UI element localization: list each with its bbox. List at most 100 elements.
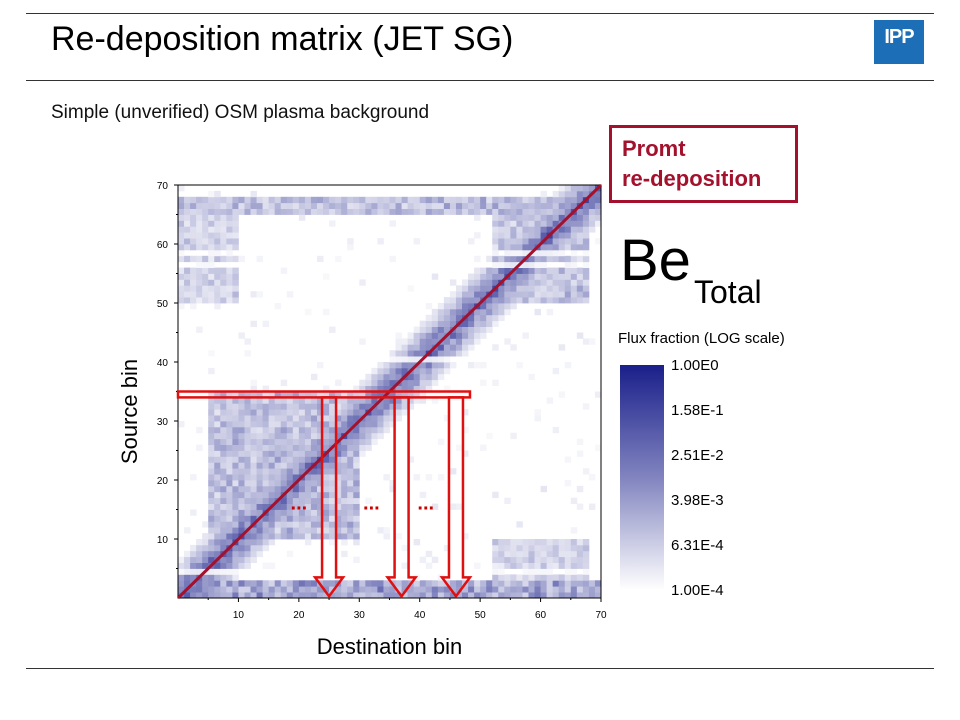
heatmap-cell (298, 438, 306, 445)
heatmap-cell (522, 232, 529, 239)
heatmap-cell (558, 267, 566, 274)
heatmap-cell (504, 261, 511, 268)
heatmap-cell (341, 202, 348, 209)
heatmap-cell (516, 544, 523, 552)
heatmap-cell (449, 308, 457, 316)
heatmap-cell (443, 544, 451, 552)
heatmap-cell (232, 432, 239, 440)
heatmap-cell (202, 226, 209, 233)
heatmap-cell (371, 432, 378, 440)
heatmap-cell (552, 244, 560, 251)
heatmap-cell (401, 196, 409, 204)
heatmap-cell (486, 303, 493, 310)
heatmap-cell (208, 350, 215, 357)
heatmap-cell (226, 550, 233, 558)
heatmap-cell (304, 450, 312, 457)
heatmap-cell (250, 491, 257, 499)
heatmap-cell (184, 202, 191, 209)
heatmap-cell (510, 273, 517, 280)
heatmap-cell (510, 303, 517, 310)
heatmap-cell (540, 279, 548, 286)
heatmap-cell (310, 527, 318, 534)
heatmap-cell (329, 202, 336, 209)
heatmap-cell (280, 462, 288, 469)
heatmap-cell (347, 391, 354, 398)
heatmap-cell (226, 527, 233, 534)
heatmap-cell (196, 444, 203, 451)
heatmap-cell (232, 202, 239, 209)
heatmap-cell (274, 468, 282, 475)
heatmap-cell (214, 456, 221, 463)
heatmap-cell (383, 415, 390, 422)
heatmap-cell (389, 255, 396, 263)
heatmap-cell (274, 485, 282, 493)
heatmap-cell (292, 491, 300, 499)
heatmap-cell (208, 244, 215, 251)
heatmap-cell (238, 497, 245, 504)
heatmap-cell (268, 462, 276, 469)
heatmap-cell (292, 438, 300, 445)
heatmap-cell (576, 291, 584, 298)
heatmap-cell (274, 592, 282, 599)
heatmap-cell (220, 285, 227, 292)
heatmap-cell (268, 491, 276, 499)
heatmap-cell (268, 509, 276, 516)
heatmap-cell (498, 267, 505, 274)
heatmap-cell (274, 456, 282, 463)
heatmap-cell (552, 220, 560, 227)
heatmap-cell (534, 550, 541, 558)
heatmap-cell (202, 297, 209, 304)
heatmap-cell (570, 244, 578, 251)
heatmap-cell (286, 521, 294, 528)
heatmap-cell (316, 450, 324, 457)
heatmap-cell (268, 450, 276, 457)
heatmap-cell (244, 515, 251, 522)
heatmap-cell (268, 456, 276, 463)
heatmap-cell (214, 474, 221, 481)
heatmap-cell (220, 255, 227, 263)
heatmap-cell (226, 220, 233, 227)
heatmap-cell (202, 574, 209, 581)
heatmap-cell (323, 456, 330, 463)
heatmap-cell (178, 267, 185, 274)
heatmap-cell (407, 456, 415, 463)
heatmap-cell (220, 202, 227, 209)
heatmap-cell (178, 208, 185, 215)
heatmap-cell (268, 497, 276, 504)
heatmap-cell (214, 533, 221, 540)
heatmap-cell (298, 533, 306, 540)
heatmap-cell (262, 592, 270, 599)
heatmap-cell (437, 308, 445, 316)
heatmap-cell (250, 474, 257, 481)
heatmap-cell (528, 196, 535, 204)
heatmap-cell (238, 415, 245, 422)
heatmap-cell (371, 397, 378, 404)
heatmap-cell (190, 550, 197, 558)
heatmap-cell (353, 485, 360, 493)
heatmap-cell (455, 326, 463, 333)
heatmap-cell (226, 226, 233, 233)
heatmap-cell (522, 550, 529, 558)
heatmap-cell (220, 415, 227, 422)
heatmap-cell (316, 403, 324, 410)
heatmap-cell (522, 297, 529, 304)
heatmap-cell (214, 409, 221, 416)
heatmap-cell (178, 279, 185, 286)
heatmap-cell (383, 373, 390, 381)
heatmap-cell (528, 297, 535, 304)
heatmap-cell (588, 586, 596, 593)
heatmap-cell (238, 332, 245, 339)
heatmap-cell (425, 385, 433, 392)
heatmap-cell (310, 432, 318, 440)
heatmap-cell (190, 562, 197, 569)
heatmap-cell (540, 285, 548, 292)
heatmap-cell (280, 403, 288, 410)
heatmap-cell (202, 521, 209, 528)
heatmap-cell (286, 491, 294, 499)
heatmap-cell (226, 232, 233, 239)
heatmap-cell (214, 244, 221, 251)
heatmap-cell (347, 438, 354, 445)
heatmap-cell (594, 220, 602, 227)
heatmap-cell (244, 480, 251, 487)
heatmap-cell (419, 208, 427, 215)
